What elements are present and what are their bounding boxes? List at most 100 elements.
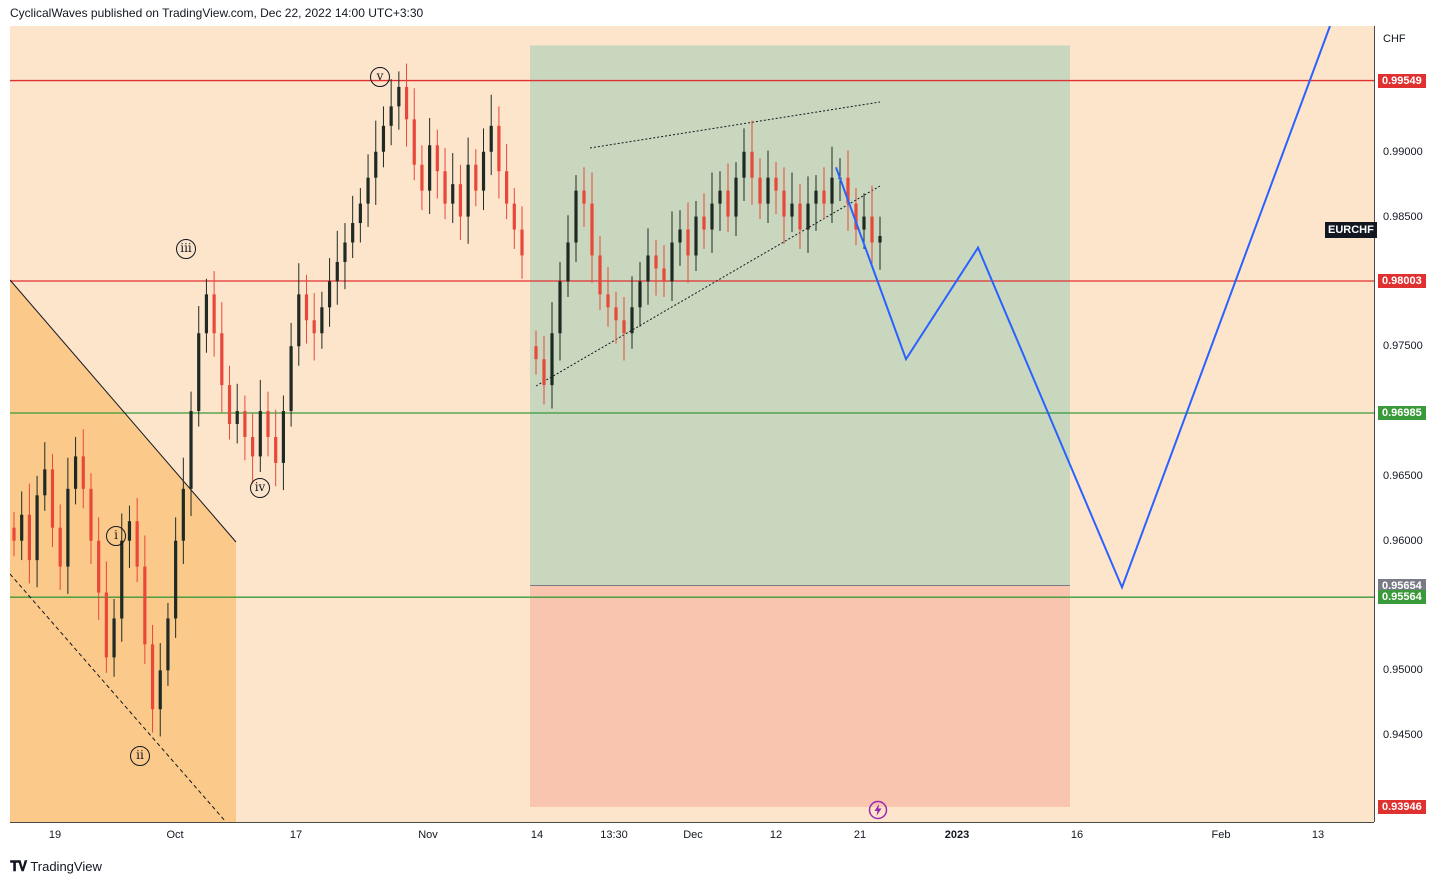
price-label-1: 0.98003: [1378, 274, 1426, 288]
sep-oct-candle-body: [274, 436, 278, 463]
sep-oct-candle-body: [50, 469, 55, 528]
sep-oct-candle-body: [181, 488, 185, 541]
sep-oct-candle-body: [174, 540, 178, 619]
price-label-4: 0.95564: [1378, 590, 1426, 605]
nov-dec-candle-body: [766, 177, 770, 204]
sep-oct-candle-body: [304, 294, 309, 321]
price-tick-0: 0.99000: [1383, 145, 1423, 158]
sep-oct-candle-body: [227, 385, 232, 424]
nov-dec-candle-body: [870, 216, 874, 243]
price-label-0: 0.99549: [1378, 73, 1426, 88]
nov-dec-candle-body: [598, 255, 602, 295]
nov-dec-candle-body: [806, 203, 810, 230]
time-tick-1: Oct: [166, 829, 184, 841]
nov-dec-candle-body: [814, 190, 818, 204]
publisher-header: CyclicalWaves published on TradingView.c…: [10, 6, 424, 20]
footer-brand: TradingView: [30, 859, 102, 874]
nov-dec-candle-body: [734, 177, 738, 217]
nov-dec-candle-body: [542, 359, 546, 386]
profit-target-zone: [530, 45, 1070, 586]
sep-oct-candle-body: [266, 411, 270, 437]
sep-oct-candle-body: [520, 229, 524, 256]
price-tick-6: 0.94500: [1383, 729, 1423, 742]
wave-label-v: v: [370, 67, 390, 87]
sep-oct-candle-body: [43, 469, 47, 496]
nov-dec-candle-body: [822, 190, 826, 204]
sep-oct-candle-body: [235, 411, 239, 424]
sep-oct-candle-body: [435, 145, 439, 172]
sep-oct-candle-body: [343, 242, 347, 262]
chart-area[interactable]: [10, 26, 1374, 822]
nov-dec-candle-body: [662, 268, 666, 282]
tradingview-logo-icon[interactable]: 𝐓𝐕: [10, 858, 27, 874]
currency-label: CHF: [1383, 33, 1406, 45]
sep-oct-candle-body: [166, 618, 170, 671]
sep-oct-candle-body: [505, 171, 509, 204]
wedge-upper-trendline: [589, 101, 881, 149]
nov-dec-candle-body: [878, 236, 882, 243]
price-tick-5: 0.95000: [1383, 664, 1423, 677]
sep-oct-candle-body: [458, 184, 463, 217]
wave-label-iii: iii: [176, 239, 196, 259]
nov-dec-candle-body: [750, 151, 754, 178]
sep-oct-candle-body: [389, 106, 393, 126]
nov-dec-candle-body: [854, 203, 858, 230]
price-axis[interactable]: [1374, 26, 1431, 822]
diagonal-upper-trendline: [10, 279, 237, 543]
nov-dec-candle-body: [686, 229, 690, 256]
sep-oct-candle-body: [20, 514, 24, 541]
nov-dec-candle-body: [574, 190, 578, 243]
nov-dec-candle-body: [630, 307, 634, 334]
nov-dec-candle-body: [790, 203, 794, 217]
sep-oct-candle-body: [281, 411, 285, 463]
time-tick-6: Dec: [683, 829, 703, 841]
sep-oct-candle-body: [428, 145, 432, 191]
price-tick-1: 0.98500: [1383, 210, 1423, 223]
sep-oct-candle-body: [481, 151, 486, 191]
sep-oct-candle-body: [204, 294, 209, 334]
sep-oct-candle-body: [120, 540, 124, 619]
time-tick-0: 19: [48, 829, 62, 841]
wave-label-ii: ii: [130, 746, 150, 766]
sep-oct-candle-body: [73, 456, 78, 489]
nov-dec-candle-body: [774, 177, 778, 191]
sep-oct-candle-body: [258, 411, 262, 457]
sep-oct-candle-body: [489, 125, 493, 152]
sep-oct-candle-body: [397, 86, 401, 107]
time-tick-2: 17: [289, 829, 303, 841]
diagonal-lower-trendline: [10, 573, 227, 822]
sep-oct-candle-body: [12, 527, 16, 541]
sep-oct-candle-body: [81, 456, 85, 489]
nov-dec-candle-body: [670, 242, 674, 282]
time-tick-10: 16: [1070, 829, 1084, 841]
time-axis[interactable]: [10, 822, 1374, 851]
nov-dec-candle-body: [718, 190, 722, 204]
sep-oct-candle-body: [474, 164, 478, 191]
sep-oct-candle-body: [312, 320, 316, 334]
sep-oct-candle-body: [35, 495, 39, 561]
sep-oct-candle-body: [335, 261, 339, 282]
time-tick-8: 21: [853, 829, 867, 841]
sep-oct-candle-body: [412, 119, 416, 165]
symbol-tag: EURCHF: [1325, 222, 1377, 238]
sep-oct-candle-body: [150, 644, 155, 710]
sep-oct-candle-body: [243, 411, 247, 437]
price-label-3: 0.95654: [1378, 578, 1426, 593]
flash-icon[interactable]: [868, 800, 888, 820]
nov-dec-candle-body: [678, 229, 682, 243]
price-chart[interactable]: [10, 26, 1374, 822]
sep-oct-candle-body: [189, 411, 193, 489]
footer: 𝐓𝐕 TradingView: [10, 858, 102, 875]
sep-oct-candle-body: [420, 164, 424, 191]
time-tick-9: 2023: [944, 829, 970, 841]
price-label-5: 0.93946: [1378, 799, 1426, 814]
sep-oct-candle-body: [58, 527, 62, 567]
nov-dec-candle-body: [614, 307, 618, 321]
nov-dec-candle-body: [846, 177, 850, 204]
sep-oct-candle-body: [351, 223, 355, 243]
nov-dec-candle-body: [558, 281, 562, 334]
nov-dec-candle-body: [590, 203, 594, 256]
nov-dec-candle-body: [582, 190, 586, 204]
sep-oct-candle-body: [374, 151, 378, 178]
nov-dec-candle-body: [694, 216, 698, 256]
